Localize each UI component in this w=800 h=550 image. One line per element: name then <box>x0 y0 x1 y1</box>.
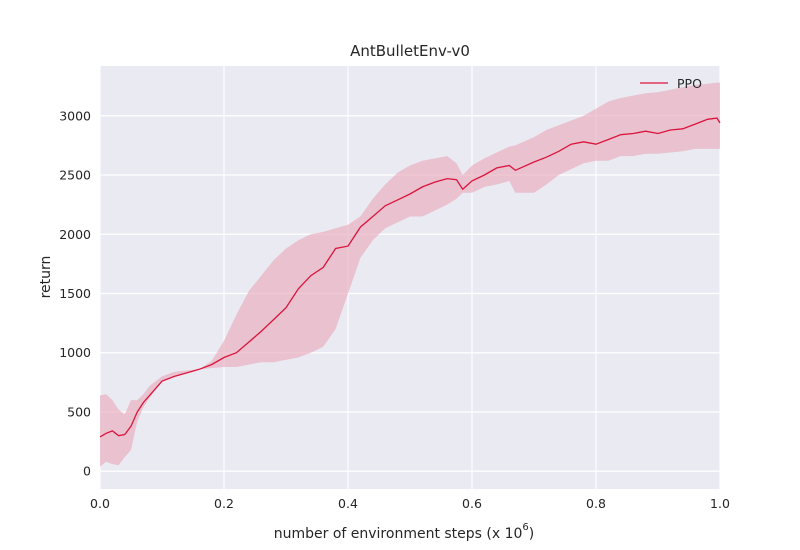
x-tick-label: 0.0 <box>90 496 110 511</box>
y-tick-label: 1500 <box>59 286 91 301</box>
x-axis-label-text: number of environment steps (x 10 <box>274 526 523 542</box>
legend: PPO <box>640 76 702 91</box>
ppo-confidence-band <box>100 82 720 467</box>
x-tick-label: 0.4 <box>338 496 358 511</box>
x-tick-label: 1.0 <box>710 496 730 511</box>
y-tick-label: 2000 <box>59 227 91 242</box>
y-tick-label: 2500 <box>59 168 91 183</box>
x-axis-ticks: 0.0 0.2 0.4 0.6 0.8 1.0 <box>90 496 730 511</box>
y-tick-label: 500 <box>67 404 91 419</box>
y-axis-label: return <box>38 256 54 299</box>
x-axis-label-exponent: 6 <box>522 522 528 533</box>
y-axis-ticks: 0 500 1000 1500 2000 2500 3000 <box>59 108 91 478</box>
legend-label-ppo: PPO <box>677 76 702 91</box>
x-axis-label-suffix: ) <box>529 526 534 542</box>
x-tick-label: 0.2 <box>214 496 234 511</box>
x-tick-label: 0.8 <box>586 496 606 511</box>
x-axis-label: number of environment steps (x 106) <box>274 522 535 542</box>
y-tick-label: 3000 <box>59 108 91 123</box>
y-tick-label: 0 <box>83 464 91 479</box>
y-tick-label: 1000 <box>59 345 91 360</box>
x-tick-label: 0.6 <box>462 496 482 511</box>
chart-title: AntBulletEnv-v0 <box>350 42 470 60</box>
ppo-mean-line <box>99 117 721 438</box>
